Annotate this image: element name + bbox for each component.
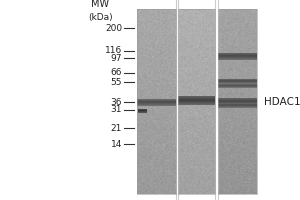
Bar [218, 103, 256, 104]
Bar [136, 100, 176, 101]
Bar [178, 100, 215, 101]
Bar [218, 105, 256, 106]
Text: (kDa): (kDa) [88, 13, 113, 22]
Bar [218, 59, 256, 60]
Bar [136, 103, 176, 104]
Bar [218, 54, 256, 55]
Text: 14: 14 [111, 140, 122, 149]
Bar [218, 53, 256, 54]
Bar [218, 58, 256, 59]
Bar [218, 100, 256, 101]
Bar [136, 105, 176, 106]
Bar [218, 83, 256, 84]
Bar [138, 111, 147, 112]
Bar [136, 9, 176, 194]
Bar [218, 106, 256, 107]
Bar [218, 80, 256, 81]
Bar [136, 99, 176, 100]
Bar [218, 84, 256, 85]
Bar [218, 9, 256, 194]
Bar [136, 104, 176, 105]
Bar [136, 101, 176, 102]
Bar [178, 101, 215, 102]
Bar [178, 102, 215, 103]
Bar [218, 86, 256, 87]
Bar [138, 109, 147, 110]
Bar [218, 99, 256, 100]
Bar [218, 56, 256, 57]
Text: 36: 36 [111, 98, 122, 107]
Bar [218, 107, 256, 108]
Bar [178, 103, 215, 104]
Text: 97: 97 [111, 54, 122, 63]
Bar [178, 96, 215, 97]
Text: MW: MW [92, 0, 110, 9]
Bar [218, 98, 256, 99]
Bar [218, 82, 256, 83]
Bar [178, 104, 215, 105]
Bar [218, 57, 256, 58]
Bar [178, 98, 215, 99]
Bar [218, 104, 256, 105]
Bar [178, 97, 215, 98]
Bar [218, 104, 256, 105]
Text: HDAC11: HDAC11 [264, 97, 300, 107]
Bar [218, 85, 256, 86]
Bar [218, 81, 256, 82]
Bar [218, 79, 256, 80]
Bar [136, 102, 176, 103]
Bar [218, 101, 256, 102]
Bar [218, 103, 256, 104]
Bar [218, 102, 256, 103]
Bar [178, 99, 215, 100]
Bar [138, 110, 147, 111]
Text: 116: 116 [105, 46, 122, 55]
Bar [178, 9, 215, 194]
Text: 31: 31 [111, 105, 122, 114]
Bar [138, 112, 147, 113]
Text: 66: 66 [111, 68, 122, 77]
Bar [218, 87, 256, 88]
Bar [218, 55, 256, 56]
Text: 55: 55 [111, 78, 122, 87]
Text: 200: 200 [105, 24, 122, 33]
Text: 21: 21 [111, 124, 122, 133]
